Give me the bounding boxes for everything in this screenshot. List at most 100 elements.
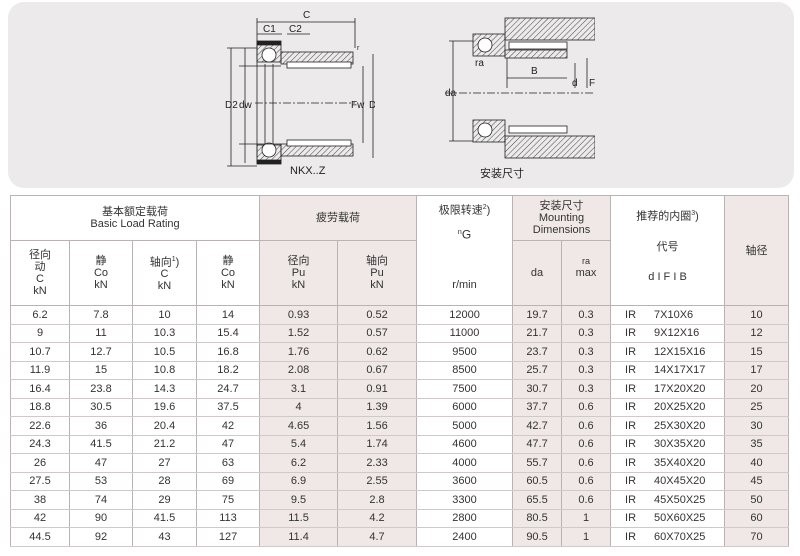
table-cell: 42.7 xyxy=(512,416,563,436)
table-cell: 20 xyxy=(724,379,790,399)
header-text: kN xyxy=(291,279,306,291)
mounting-header: 安装尺寸 Mounting Dimensions xyxy=(512,195,612,241)
table-row: 44.5 92 43 127 11.4 4.7 2400 90.5 1 IR 60X70X25 70 xyxy=(10,527,790,547)
table-row: 27.5 53 28 69 6.9 2.55 3600 60.5 0.6 IR 40X45X20 45 xyxy=(10,471,790,491)
table-cell: 9500 xyxy=(416,342,514,362)
ir-prefix: IR xyxy=(625,345,637,358)
table-cell: 11.9 xyxy=(10,360,70,380)
table-cell: 2.08 xyxy=(259,360,339,380)
table-cell: 0.52 xyxy=(337,305,418,325)
table-cell: 45 xyxy=(724,471,790,491)
table-cell: 0.57 xyxy=(337,323,418,343)
table-row: 38 74 29 75 9.5 2.8 3300 65.5 0.6 IR 45X50X25 50 xyxy=(10,490,790,510)
table-cell: 60 xyxy=(724,508,790,528)
table-cell: 6.2 xyxy=(259,453,339,473)
speed-cn: 极限转速 xyxy=(438,204,483,217)
ir-size: 40X45X20 xyxy=(654,475,706,488)
label-fw: Fw xyxy=(351,100,365,111)
label-c1: C1 xyxy=(263,24,276,35)
ir-size: 30X35X20 xyxy=(654,438,706,451)
table-cell: 30.5 xyxy=(69,397,133,417)
table-cell: 5.4 xyxy=(259,434,339,454)
header-text: 静 xyxy=(222,255,234,267)
inner-ring-code-cell: IR 40X45X20 xyxy=(610,471,726,491)
table-cell: 43 xyxy=(132,527,197,547)
label-d-small: d xyxy=(572,78,578,89)
header-text: Pu xyxy=(291,267,306,279)
speed-note: 2 xyxy=(482,204,487,211)
table-cell: 9 xyxy=(10,323,70,343)
dfb-label: d I F I B xyxy=(648,270,687,283)
table-cell: 40 xyxy=(724,453,790,473)
ir-prefix: IR xyxy=(625,456,637,469)
table-cell: 0.3 xyxy=(561,360,612,380)
header-text: 轴向 xyxy=(366,255,389,267)
table-cell: 14 xyxy=(195,305,261,325)
table-cell: 10.8 xyxy=(132,360,197,380)
table-cell: 42 xyxy=(10,508,70,528)
table-cell: 41.5 xyxy=(69,434,133,454)
table-cell: 3.1 xyxy=(259,379,339,399)
table-cell: 80.5 xyxy=(512,508,563,528)
header-text: Co xyxy=(93,267,109,279)
table-cell: 8500 xyxy=(416,360,514,380)
basic-load-cn: 基本额定载荷 xyxy=(102,206,169,218)
table-cell: 11000 xyxy=(416,323,514,343)
table-cell: 25.7 xyxy=(512,360,563,380)
table-cell: 26 xyxy=(10,453,70,473)
inner-ring-code-cell: IR 20X25X20 xyxy=(610,397,726,417)
table-row: 24.3 41.5 21.2 47 5.4 1.74 4600 47.7 0.6 IR 30X35X… xyxy=(10,434,790,454)
mounting-drawing: ra B da d F xyxy=(445,17,595,159)
speed-unit: r/min xyxy=(452,279,477,292)
label-f: F xyxy=(589,78,595,89)
inner-ring-code-cell: IR 25X30X20 xyxy=(610,416,726,436)
table-cell: 6.9 xyxy=(259,471,339,491)
table-row: 42 90 41.5 113 11.5 4.2 2800 80.5 1 IR 50X60X25 60 xyxy=(10,508,790,528)
bearing-section-drawing: C C1 C2 r D2 dw Fw D xyxy=(225,10,375,167)
c0-static-header: 静 Co kN xyxy=(69,240,133,306)
ir-prefix: IR xyxy=(625,419,637,432)
table-row: 9 11 10.3 15.4 1.52 0.57 11000 21.7 0.3 IR 9X12X16… xyxy=(10,323,790,343)
table-cell: 9.5 xyxy=(259,490,339,510)
speed-symbol: n xyxy=(457,228,462,236)
table-cell: 20.4 xyxy=(132,416,197,436)
header-text: kN xyxy=(221,279,235,291)
header-text: max xyxy=(575,267,597,279)
inner-ring-code-cell: IR 12X15X16 xyxy=(610,342,726,362)
table-cell: 5000 xyxy=(416,416,514,436)
label-da: da xyxy=(445,88,457,99)
table-cell: 16.4 xyxy=(10,379,70,399)
table-cell: 0.6 xyxy=(561,471,612,491)
inner-ring-code-cell: IR 45X50X25 xyxy=(610,490,726,510)
table-cell: 6.2 xyxy=(10,305,70,325)
ir-prefix: IR xyxy=(625,530,637,543)
inner-ring-code-cell: IR 17X20X20 xyxy=(610,379,726,399)
table-cell: 1 xyxy=(561,527,612,547)
pu-axial-header: 轴向 Pu kN xyxy=(337,240,418,306)
header-text: kN xyxy=(94,279,108,291)
table-cell: 14.3 xyxy=(132,379,197,399)
table-cell: 0.6 xyxy=(561,416,612,436)
mount-en2: Dimensions xyxy=(532,224,591,236)
header-text: 静 xyxy=(95,255,107,267)
header-text: 径向 xyxy=(29,249,51,261)
table-cell: 24.3 xyxy=(10,434,70,454)
table-cell: 2.33 xyxy=(337,453,418,473)
header-text: 径向 xyxy=(287,255,310,267)
table-cell: 42 xyxy=(195,416,261,436)
header-text: kN xyxy=(157,280,172,293)
header-text: kN xyxy=(370,279,384,291)
table-cell: 53 xyxy=(69,471,133,491)
inner-ring-code-cell: IR 9X12X16 xyxy=(610,323,726,343)
table-cell: 7.8 xyxy=(69,305,133,325)
table-cell: 65.5 xyxy=(512,490,563,510)
table-cell: 22.6 xyxy=(10,416,70,436)
label-r: r xyxy=(357,45,360,52)
table-cell: 21.7 xyxy=(512,323,563,343)
table-cell: 63 xyxy=(195,453,261,473)
bearing-data-table: 基本额定载荷 Basic Load Rating 疲劳载荷 极限转速2) nG … xyxy=(9,195,790,547)
table-cell: 0.3 xyxy=(561,323,612,343)
inner-ring-code-cell: IR 30X35X20 xyxy=(610,434,726,454)
label-c: C xyxy=(303,10,310,21)
table-cell: 4.7 xyxy=(337,527,418,547)
